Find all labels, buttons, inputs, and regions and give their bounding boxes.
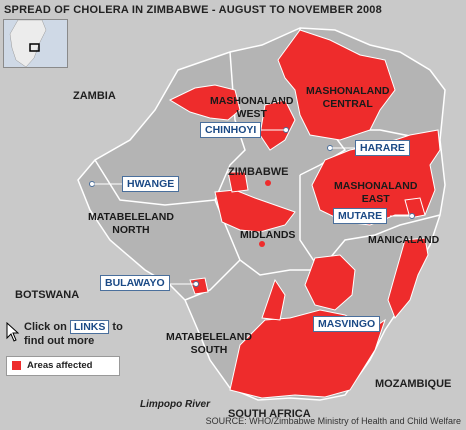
country-label-zambia: ZAMBIA <box>73 90 116 102</box>
province-manicaland: MANICALAND <box>368 234 440 246</box>
legend-label-affected: Areas affected <box>27 360 93 371</box>
affected-midlands <box>214 189 296 233</box>
affected-spots <box>259 180 271 247</box>
country-label-mozambique: MOZAMBIQUE <box>375 378 452 390</box>
province-midlands: MIDLANDS <box>240 229 296 241</box>
province-mashonaland-east: MASHONALAND EAST <box>334 180 417 206</box>
affected-midlands-north <box>227 171 249 193</box>
province-name-line2: SOUTH <box>190 344 228 356</box>
source-credit: SOURCE: WHO/Zimbabwe Ministry of Health … <box>205 416 461 426</box>
city-leader-lines <box>92 129 412 322</box>
province-matabeleland-north: MATABELELAND NORTH <box>88 211 174 237</box>
country-label-south-africa: SOUTH AFRICA <box>228 408 311 420</box>
province-matabeleland-south: MATABELELAND SOUTH <box>166 331 252 357</box>
country-label-botswana: BOTSWANA <box>15 289 80 301</box>
hint-to: to <box>112 321 123 333</box>
hint-click-on: Click on <box>24 321 67 333</box>
hint-line2: find out more <box>24 335 95 347</box>
africa-locator-svg <box>4 20 67 67</box>
province-name-line2: EAST <box>361 193 390 205</box>
map-title: SPREAD OF CHOLERA IN ZIMBABWE - AUGUST T… <box>4 4 382 16</box>
province-name-line1: MASHONALAND <box>334 180 418 192</box>
province-name-line1: MASHONALAND <box>306 85 390 97</box>
province-name-line2: CENTRAL <box>322 98 373 110</box>
province-name-line2: NORTH <box>112 224 150 236</box>
mouse-pointer-icon <box>6 322 20 342</box>
province-name-line1: MASHONALAND <box>210 95 294 107</box>
affected-matabeleland-south <box>261 278 286 321</box>
zimbabwe-locator-box <box>29 43 40 52</box>
province-mashonaland-west: MASHONALAND WEST <box>210 95 293 121</box>
province-name-line1: MATABELELAND <box>166 331 252 343</box>
links-hint: Click on LINKS to find out more <box>24 320 123 348</box>
city-link-hwange[interactable]: HWANGE <box>122 176 180 192</box>
legend: Areas affected <box>6 356 120 376</box>
province-mashonaland-central: MASHONALAND CENTRAL <box>306 85 389 111</box>
city-link-masvingo[interactable]: MASVINGO <box>313 316 381 332</box>
country-label-zimbabwe: ZIMBABWE <box>228 166 289 178</box>
legend-swatch-affected <box>12 361 21 370</box>
affected-mutare <box>404 197 426 219</box>
city-link-mutare[interactable]: MUTARE <box>333 208 388 224</box>
city-link-harare[interactable]: HARARE <box>355 140 410 156</box>
affected-manicaland <box>387 237 429 319</box>
affected-mashonaland-west <box>168 84 241 121</box>
africa-locator-map <box>3 19 68 68</box>
affected-masvingo <box>304 254 356 311</box>
province-name-line1: MATABELELAND <box>88 211 174 223</box>
city-link-chinhoyi[interactable]: CHINHOYI <box>200 122 262 138</box>
affected-mashonaland-central <box>277 29 396 141</box>
city-link-bulawayo[interactable]: BULAWAYO <box>100 275 170 291</box>
links-badge: LINKS <box>69 320 110 334</box>
province-name-line2: WEST <box>236 108 267 120</box>
river-label-limpopo: Limpopo River <box>140 399 211 410</box>
affected-areas <box>168 29 441 399</box>
